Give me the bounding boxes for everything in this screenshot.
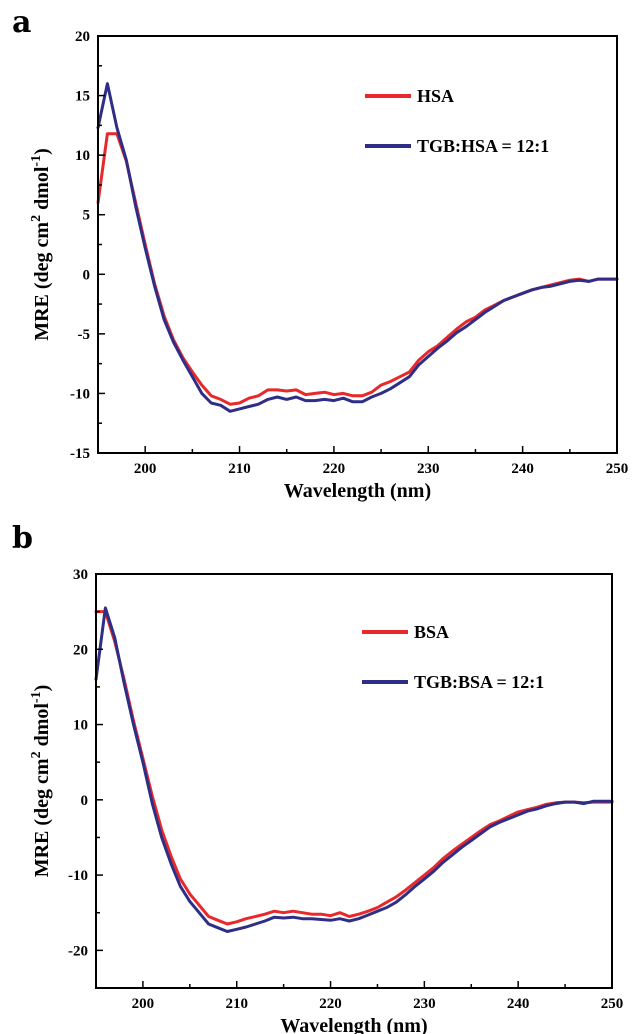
legend-label-tgb-bsa: TGB:BSA = 12:1 <box>414 672 544 692</box>
x-tick-label-b-220: 220 <box>319 996 342 1012</box>
panel-a: a 200 210 220 230 240 250 -15 -10 -5 0 5 10 15 20 Wav… <box>12 5 628 502</box>
x-tick-label-b-200: 200 <box>132 996 155 1012</box>
legend-b: BSA TGB:BSA = 12:1 <box>362 622 544 692</box>
legend-label-hsa: HSA <box>417 86 454 106</box>
panel-letter-b: b <box>12 521 33 556</box>
y-tick-label-a-20: 20 <box>75 29 90 45</box>
y-axis-title-b: MRE (deg cm2 dmol-1) <box>29 685 53 878</box>
x-tick-label-b-210: 210 <box>225 996 248 1012</box>
series-line-b-1 <box>94 606 614 933</box>
x-tick-label-a-200: 200 <box>134 461 157 477</box>
x-tick-label-a-250: 250 <box>606 461 629 477</box>
y-tick-label-a-0: 0 <box>83 267 91 283</box>
y-tick-label-a--5: -5 <box>78 327 91 343</box>
y-tick-label-b-30: 30 <box>73 567 88 583</box>
x-tick-label-b-250: 250 <box>601 996 624 1012</box>
plot-frame-b <box>95 573 613 989</box>
x-tick-label-b-240: 240 <box>507 996 530 1012</box>
y-tick-label-a-15: 15 <box>75 89 90 105</box>
legend-label-bsa: BSA <box>414 622 449 642</box>
y-tick-label-b--20: -20 <box>68 943 88 959</box>
plot-frame-a <box>97 35 618 454</box>
y-axis-title-a: MRE (deg cm2 dmol-1) <box>29 148 53 341</box>
x-tick-label-a-210: 210 <box>228 461 251 477</box>
series-line-b-0 <box>94 610 614 926</box>
y-tick-label-b-20: 20 <box>73 642 88 658</box>
series-line-a-0 <box>96 132 619 406</box>
y-tick-label-b-10: 10 <box>73 718 88 734</box>
y-tick-label-b--10: -10 <box>68 868 88 884</box>
x-tick-label-a-240: 240 <box>511 461 534 477</box>
legend-a: HSA TGB:HSA = 12:1 <box>365 86 549 156</box>
panel-b: b 200 210 220 230 240 250 -20 -10 0 10 20 30 Wavele… <box>12 521 623 1034</box>
legend-label-tgb-hsa: TGB:HSA = 12:1 <box>417 136 549 156</box>
y-tick-label-a--15: -15 <box>70 446 90 462</box>
x-tick-label-b-230: 230 <box>413 996 436 1012</box>
series-line-a-1 <box>96 82 619 413</box>
x-tick-label-a-220: 220 <box>323 461 346 477</box>
panel-letter-a: a <box>12 5 31 40</box>
y-tick-label-a--10: -10 <box>70 386 90 402</box>
x-tick-label-a-230: 230 <box>417 461 440 477</box>
y-tick-label-a-5: 5 <box>83 208 91 224</box>
y-tick-label-b-0: 0 <box>81 793 89 809</box>
x-axis-title-b: Wavelength (nm) <box>280 1015 427 1034</box>
x-axis-title-a: Wavelength (nm) <box>284 480 431 502</box>
y-tick-label-a-10: 10 <box>75 148 90 164</box>
